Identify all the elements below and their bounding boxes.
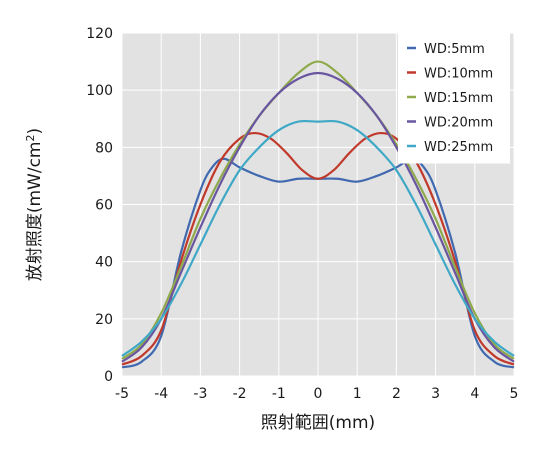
legend-box: [398, 33, 510, 164]
y-axis-title-close: ): [25, 128, 45, 135]
x-tick-label: 5: [510, 386, 519, 402]
y-tick-label: 80: [95, 140, 113, 156]
x-tick-label: -2: [233, 386, 247, 402]
x-tick-label: 4: [470, 386, 479, 402]
series-line-5: [121, 119, 515, 357]
y-tick-label: 60: [95, 198, 113, 214]
y-tick-label: 100: [86, 83, 113, 99]
x-tick-label: -5: [115, 386, 129, 402]
y-tick-label: 0: [104, 369, 113, 385]
x-tick-label: 0: [314, 386, 323, 402]
y-tick-label: 40: [95, 255, 113, 271]
legend-label: WD:20mm: [424, 116, 493, 131]
x-tick-label: -1: [272, 386, 286, 402]
x-tick-label: 3: [431, 386, 440, 402]
series-line-3: [121, 60, 515, 360]
legend-label: WD:10mm: [424, 67, 493, 82]
y-tick-label: 120: [86, 26, 113, 42]
x-axis-title: 照射範囲(mm): [261, 413, 375, 433]
series-line-2: [121, 131, 515, 366]
series-lines: [121, 60, 515, 369]
legend-label: WD:5mm: [424, 42, 485, 57]
y-tick-label: 20: [95, 312, 113, 328]
legend: WD:5mm WD:10mm WD:15mm WD:20mm WD:25mm: [398, 33, 510, 164]
legend-label: WD:15mm: [424, 91, 493, 106]
x-tick-label: 2: [392, 386, 401, 402]
x-tick-label: -4: [154, 386, 168, 402]
x-axis-ticks: -5 -4 -3 -2 -1 0 1 2 3 4 5: [115, 386, 518, 402]
y-axis-title-main: 放射照度(mW/cm: [25, 142, 45, 282]
y-axis-ticks: 0 20 40 60 80 100 120: [86, 26, 113, 385]
x-tick-label: 1: [353, 386, 362, 402]
y-axis-title: 放射照度(mW/cm2): [24, 128, 45, 281]
legend-label: WD:25mm: [424, 140, 493, 155]
y-axis-title-superscript: 2: [24, 135, 37, 142]
series-line-4: [121, 71, 515, 363]
x-tick-label: -3: [193, 386, 207, 402]
